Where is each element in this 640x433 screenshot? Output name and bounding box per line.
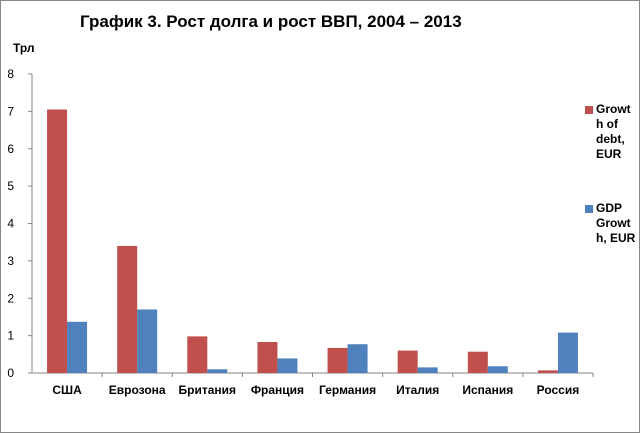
legend-label: EUR xyxy=(596,147,622,161)
y-tick-label: 8 xyxy=(7,67,14,81)
y-tick-label: 3 xyxy=(7,254,14,268)
legend-label: h, EUR xyxy=(596,231,636,245)
x-tick-label: Италия xyxy=(396,383,439,397)
legend-swatch xyxy=(585,106,593,114)
chart-title: График 3. Рост долга и рост ВВП, 2004 – … xyxy=(80,12,462,31)
bar-gdp-growth xyxy=(67,321,88,373)
y-tick-label: 4 xyxy=(7,217,14,231)
y-tick-label: 0 xyxy=(7,366,14,380)
x-tick-label: Россия xyxy=(537,383,580,397)
y-tick-label: 2 xyxy=(7,291,14,305)
bar-gdp-growth xyxy=(137,309,158,373)
legend-label: GDP xyxy=(596,201,622,215)
legend-label: Growt xyxy=(596,102,631,116)
legend-label: debt, xyxy=(596,132,625,146)
bar-debt-growth xyxy=(47,109,68,373)
plot-area: 0 1 2 3 4 5 6 7 8 США Еврозона Британия Франция Герма… xyxy=(7,67,594,397)
y-tick-label: 1 xyxy=(7,329,14,343)
bar-debt-growth xyxy=(467,351,488,373)
y-tick-label: 7 xyxy=(7,104,14,118)
x-tick-label: Испания xyxy=(462,383,513,397)
y-tick-label: 6 xyxy=(7,142,14,156)
legend-label: h of xyxy=(596,117,619,131)
bar-gdp-growth xyxy=(417,367,438,373)
x-tick-label: Германия xyxy=(319,383,376,397)
bar-debt-growth xyxy=(397,350,418,373)
bar-gdp-growth xyxy=(487,366,508,373)
bar-gdp-growth xyxy=(557,332,578,373)
bar-gdp-growth xyxy=(277,358,298,373)
bar-gdp-growth xyxy=(347,344,368,373)
bar-debt-growth xyxy=(327,347,348,373)
bar-gdp-growth xyxy=(207,369,228,373)
legend-label: Growt xyxy=(596,216,631,230)
y-axis-label: Трл xyxy=(13,41,35,55)
x-tick-label: Еврозона xyxy=(109,383,166,397)
x-tick-label: Британия xyxy=(179,383,237,397)
x-tick-label: Франция xyxy=(251,383,304,397)
bar-debt-growth xyxy=(187,336,208,373)
bar-debt-growth xyxy=(117,245,138,373)
bar-debt-growth xyxy=(537,370,558,373)
x-tick-label: США xyxy=(52,383,82,397)
legend-swatch xyxy=(585,205,593,213)
bar-debt-growth xyxy=(257,341,278,373)
y-tick-label: 5 xyxy=(7,179,14,193)
